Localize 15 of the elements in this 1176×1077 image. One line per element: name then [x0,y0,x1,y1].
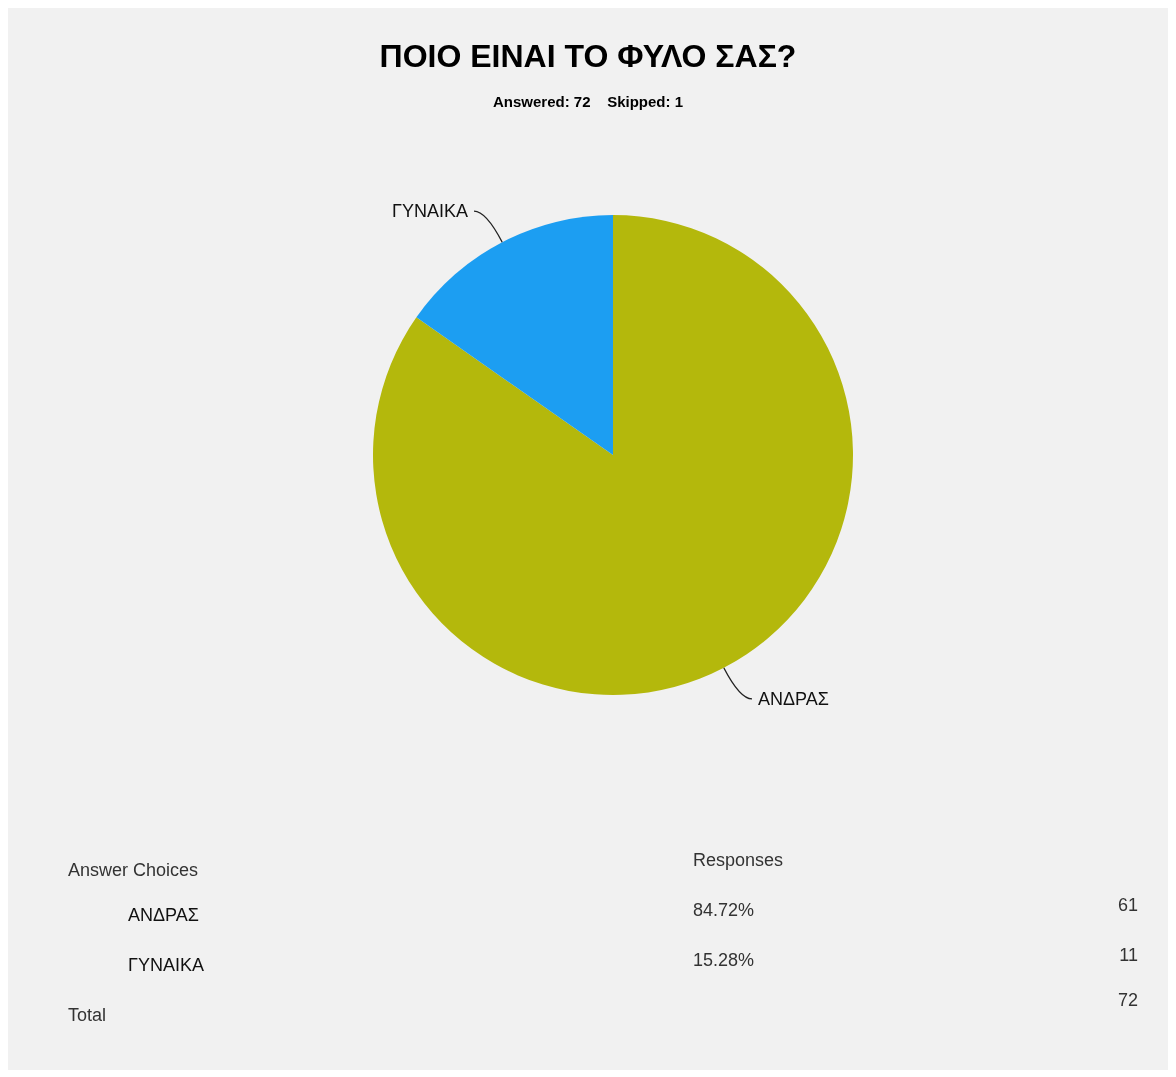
chart-title: ΠΟΙΟ ΕΙΝΑΙ ΤΟ ΦΥΛΟ ΣΑΣ? [378,38,798,75]
slice-label: ΑΝΔΡΑΣ [758,688,829,709]
category-label: ΑΝΔΡΑΣ [128,905,199,925]
text: 11 [1119,945,1138,966]
text: 84.72% [693,900,755,921]
category-label: ΓΥΝΑΙΚΑ [128,955,204,975]
text: 15.28% [693,950,755,971]
chart-subtitle: Answered: 72 Skipped: 1 [491,93,685,110]
slice-label: ΓΥΝΑΙΚΑ [392,201,468,222]
text: Total [68,1005,107,1026]
text: 61 [1117,895,1138,916]
text: Answer Choices [68,860,199,881]
text: Responses [693,850,784,871]
pie-slice [416,215,613,455]
text: 72 [1117,990,1138,1011]
